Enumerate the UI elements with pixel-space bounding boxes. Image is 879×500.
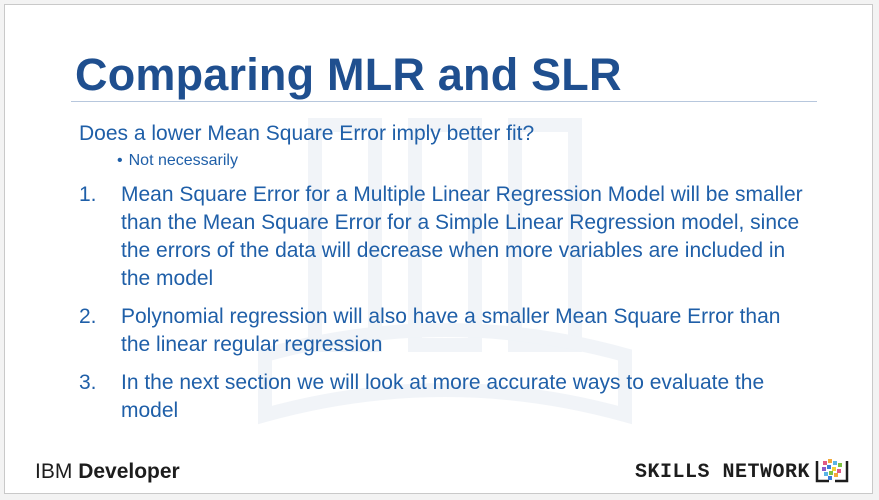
bullet-dot-icon: • (117, 152, 123, 169)
title-divider (71, 101, 817, 102)
sub-bullet: • Not necessarily (117, 152, 238, 170)
list-item-number: 2. (79, 305, 97, 328)
numbered-list: 1. Mean Square Error for a Multiple Line… (79, 181, 809, 435)
list-item-text: Mean Square Error for a Multiple Linear … (121, 183, 803, 290)
list-item: 1. Mean Square Error for a Multiple Line… (79, 181, 809, 293)
list-item: 3. In the next section we will look at m… (79, 369, 809, 425)
question-text: Does a lower Mean Square Error imply bet… (79, 122, 535, 145)
sub-bullet-text: Not necessarily (128, 152, 238, 169)
book-watermark-icon (258, 118, 632, 425)
list-item-text: Polynomial regression will also have a s… (121, 305, 781, 356)
skills-network-text: SKILLS NETWORK (634, 461, 810, 484)
slide-title: Comparing MLR and SLR (75, 49, 622, 100)
list-item-text: In the next section we will look at more… (121, 371, 765, 422)
brand-prefix: IBM (35, 460, 73, 483)
list-item: 2. Polynomial regression will also have … (79, 303, 809, 359)
list-item-number: 3. (79, 371, 97, 394)
list-item-number: 1. (79, 183, 97, 206)
ibm-developer-logo: IBM Developer (35, 460, 180, 484)
slide: Comparing MLR and SLR Does a lower Mean … (4, 4, 873, 494)
skills-network-logo-icon (815, 459, 849, 483)
brand-strong: Developer (78, 460, 180, 483)
